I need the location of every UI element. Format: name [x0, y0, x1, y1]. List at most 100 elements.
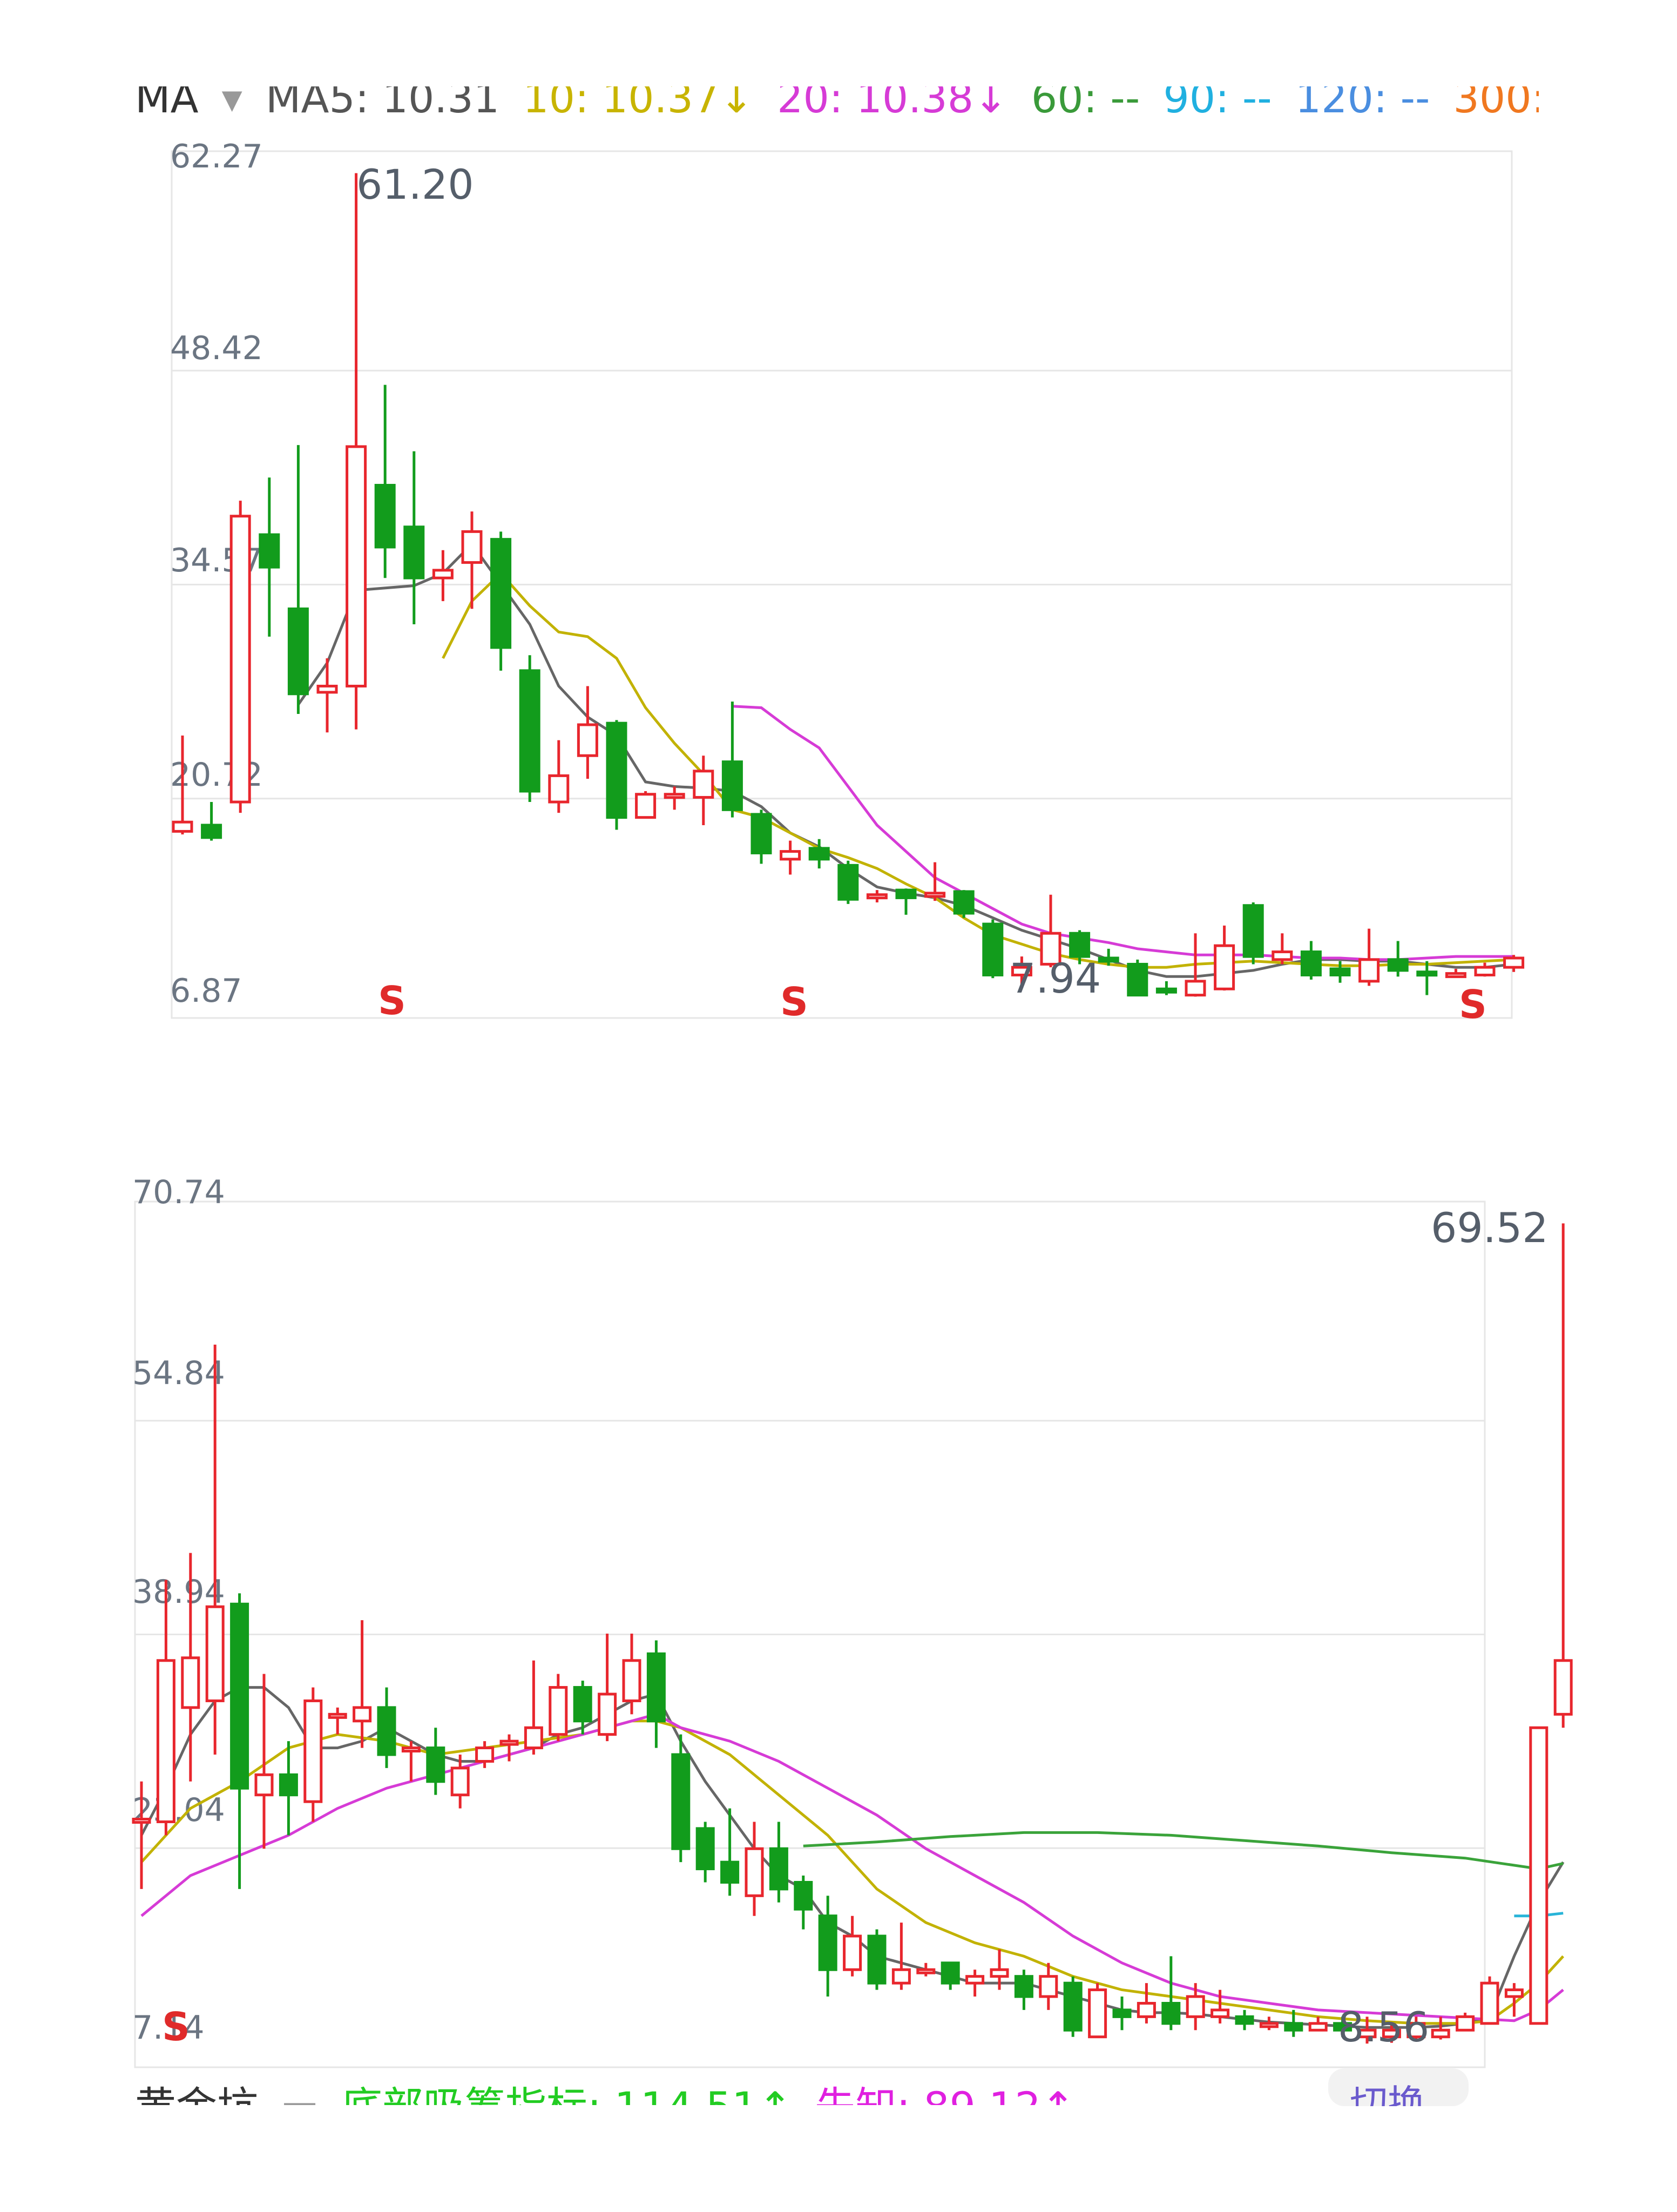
candle-body — [205, 1605, 225, 1702]
ma5-line — [140, 1686, 1565, 2029]
candle-body — [1272, 950, 1293, 961]
candle — [499, 1734, 519, 1762]
y-tick-label: 23.04 — [132, 1791, 225, 1829]
candle-body — [377, 1706, 396, 1756]
candle-body — [1242, 904, 1264, 958]
candle — [1474, 962, 1496, 977]
candle-body — [346, 445, 367, 687]
candle-body — [1456, 2015, 1475, 2032]
candle — [201, 802, 222, 841]
candle-body — [635, 793, 657, 819]
bottom-accumulation-value: 底部吸筹指标: 114.51↑ — [341, 2083, 792, 2105]
prophet-value: 先知: 89.12↑ — [814, 2083, 1075, 2105]
candle — [866, 890, 888, 903]
candle-body — [720, 1860, 740, 1884]
candle — [1063, 1976, 1083, 2037]
y-tick-label: 7.14 — [132, 2009, 205, 2047]
candle — [156, 1580, 175, 1836]
candle-body — [1088, 1988, 1107, 2039]
switch-label: 切换 — [1350, 2082, 1425, 2106]
candle — [1039, 1963, 1058, 2010]
candle-body — [916, 1968, 936, 1974]
candle-body — [1284, 2022, 1303, 2032]
candle-body — [403, 525, 425, 579]
candle-body — [1155, 987, 1177, 994]
candle — [519, 655, 540, 802]
candle-body — [693, 770, 714, 799]
candle — [1272, 933, 1293, 965]
candle — [891, 1923, 911, 1990]
candle — [287, 445, 309, 714]
candle — [1431, 2017, 1450, 2040]
candle — [1503, 955, 1525, 972]
candle — [254, 1674, 274, 1849]
candle — [1259, 2017, 1279, 2031]
candle — [1014, 1970, 1033, 2010]
candle — [573, 1681, 592, 1735]
candle-body — [808, 847, 830, 861]
candle-body — [1474, 966, 1496, 976]
candle-body — [287, 607, 309, 696]
candle — [745, 1822, 764, 1916]
candle-body — [316, 684, 338, 694]
plot-frame — [171, 150, 1513, 1019]
candle-body — [1406, 2022, 1426, 2039]
candle-body — [426, 1746, 445, 1783]
candle-body — [279, 1773, 298, 1797]
candle-body — [1445, 972, 1466, 979]
candle-body — [1553, 1659, 1573, 1716]
candle-body — [374, 484, 396, 549]
candle — [1333, 2017, 1353, 2037]
candle-body — [598, 1692, 617, 1736]
candle — [1480, 1976, 1499, 2025]
candle — [941, 1961, 960, 1990]
candle — [549, 1674, 568, 1742]
candle — [1284, 2009, 1303, 2037]
candle — [303, 1687, 323, 1822]
candle — [1300, 941, 1322, 980]
candle-body — [181, 1656, 200, 1709]
candle-body — [1358, 958, 1380, 983]
ma60-line — [803, 1831, 1564, 1871]
switch-button[interactable]: 切换 — [1328, 2068, 1469, 2106]
candle-body — [230, 1602, 249, 1790]
ma120-value: 120: -- — [1295, 86, 1430, 122]
candle-body — [1127, 962, 1148, 997]
candle-body — [549, 1686, 568, 1736]
candle — [1185, 933, 1206, 997]
min-price-label: 7.94 — [1010, 954, 1101, 1002]
candle — [1127, 959, 1148, 997]
candle-body — [837, 864, 859, 901]
candle-body — [843, 1934, 862, 1971]
candle — [695, 1822, 715, 1883]
candle-body — [499, 1739, 519, 1746]
ma-dropdown-icon[interactable]: ▾ — [221, 86, 242, 122]
ma10-line — [442, 571, 1514, 969]
candle-body — [1040, 932, 1061, 966]
gold-pit-label: 黄金坑 — [135, 2083, 258, 2105]
ma-label[interactable]: MA — [135, 86, 199, 122]
candle — [316, 658, 338, 733]
candle — [780, 840, 801, 875]
candle-body — [519, 669, 540, 793]
candle-body — [891, 1968, 911, 1985]
indicator-dash: ▬ — [280, 2083, 319, 2105]
candle-body — [622, 1659, 641, 1702]
candle-body — [1039, 1975, 1058, 1998]
ma-indicator-bar: MA ▾ MA5: 10.31 10: 10.37↓ 20: 10.38↓ 60… — [135, 86, 1539, 146]
ma10-value: 10: 10.37↓ — [523, 86, 754, 122]
candle — [1155, 981, 1177, 995]
ma5-value: MA5: 10.31 — [265, 86, 500, 122]
candle-body — [303, 1699, 323, 1803]
max-price-label: 61.20 — [356, 160, 474, 208]
candle — [1387, 941, 1409, 977]
candle — [432, 550, 454, 602]
candle — [1242, 902, 1264, 965]
candle — [450, 1755, 470, 1809]
candle-body — [1069, 932, 1091, 958]
candle — [205, 1344, 225, 1755]
candle — [426, 1728, 445, 1795]
candle — [794, 1876, 813, 1930]
candle — [229, 501, 251, 813]
